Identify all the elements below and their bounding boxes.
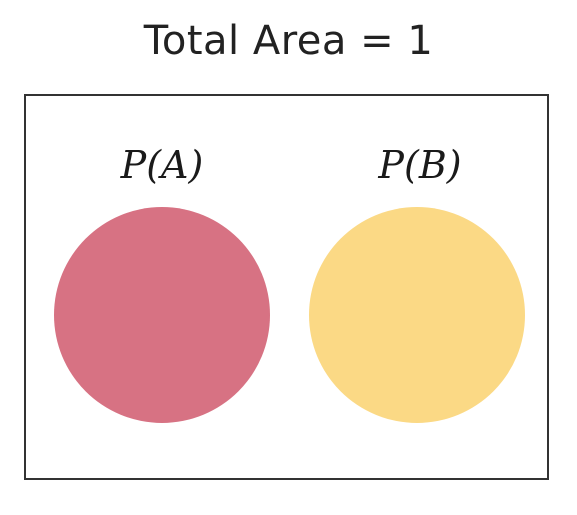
- diagram-title: Total Area = 1: [143, 18, 434, 64]
- sample-space-rectangle: [24, 94, 549, 480]
- event-b-label: P(B): [378, 143, 462, 187]
- event-a-circle: [54, 207, 270, 423]
- event-b-circle: [309, 207, 525, 423]
- event-a-label: P(A): [120, 143, 204, 187]
